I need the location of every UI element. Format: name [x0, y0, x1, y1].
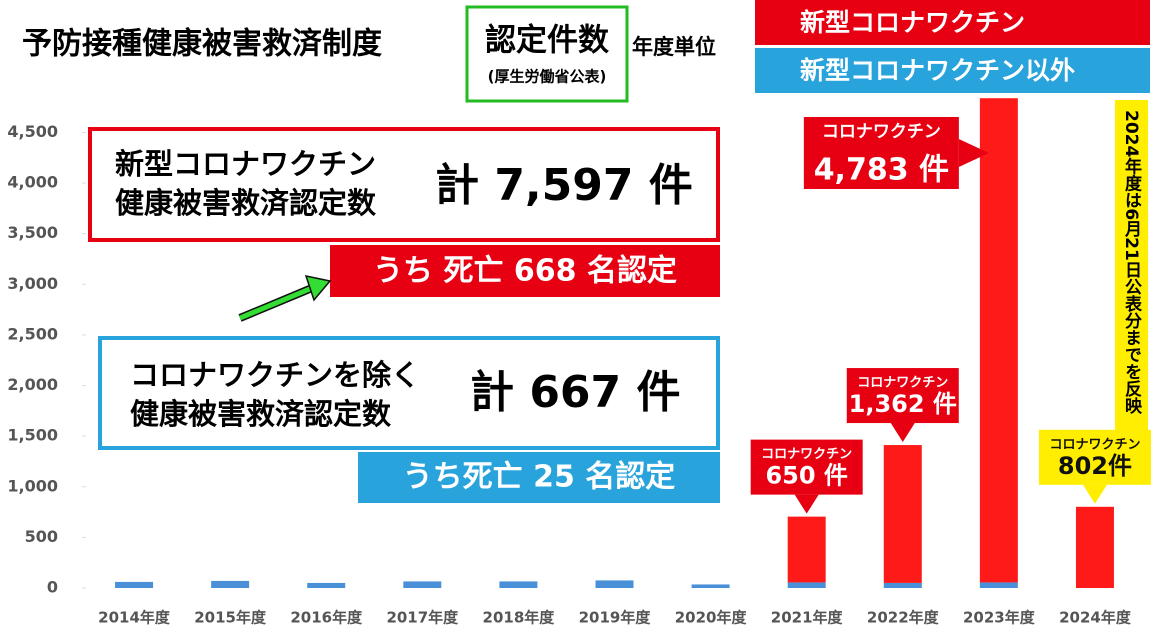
- callout-pointer: [958, 139, 989, 167]
- bar-segment: [403, 581, 442, 588]
- callout-pointer: [794, 494, 819, 514]
- bar-segment: [979, 582, 1018, 588]
- bar-segment: [787, 582, 826, 588]
- x-tick-label: 2014年度: [98, 609, 171, 627]
- bar-segment: [307, 582, 346, 588]
- callout-heading: コロナワクチン: [822, 122, 941, 142]
- callout-heading: コロナワクチン: [1049, 437, 1140, 452]
- bar-segment: [787, 516, 826, 583]
- x-tick-label: 2017年度: [386, 609, 459, 627]
- box-total: 計 667 件: [470, 367, 680, 418]
- deaths-box: [330, 245, 720, 297]
- x-tick-label: 2023年度: [963, 609, 1036, 627]
- callout-pointer: [1082, 484, 1107, 504]
- y-tick-label: 1,000: [7, 476, 58, 495]
- callout-heading: コロナワクチン: [761, 447, 852, 462]
- value-label: 4,783 件: [814, 153, 949, 188]
- other-box: [98, 336, 720, 450]
- y-tick-label: 4,500: [7, 122, 58, 141]
- note-box: [1115, 100, 1148, 448]
- bar-segment: [979, 98, 1018, 583]
- x-tick-label: 2020年度: [675, 609, 748, 627]
- chart-title: 予防接種健康被害救済制度: [22, 27, 382, 62]
- y-tick-label: 2,500: [7, 324, 58, 343]
- x-tick-label: 2019年度: [579, 609, 652, 627]
- y-tick-label: 4,000: [7, 173, 58, 192]
- source: (厚生労働省公表): [488, 68, 607, 86]
- box-line: コロナワクチンを除く: [130, 358, 420, 392]
- bar-segment: [499, 581, 538, 588]
- subtitle: 認定件数: [485, 23, 609, 59]
- y-tick-label: 3,500: [7, 223, 58, 242]
- callout-box: [803, 117, 959, 189]
- legend-swatch: [755, 48, 1150, 93]
- bar-segment: [883, 582, 922, 588]
- note: 2024年度は6月21日公表分までを反映: [1121, 110, 1143, 415]
- x-tick-label: 2015年度: [194, 609, 267, 627]
- legend-swatch: [755, 0, 1150, 45]
- bar-segment: [595, 580, 634, 588]
- callout-heading: コロナワクチン: [857, 376, 948, 391]
- covid-box: [88, 127, 720, 242]
- callout-box: [846, 368, 959, 424]
- box-line: 健康被害救済認定数: [130, 397, 392, 431]
- y-tick-label: 1,500: [7, 426, 58, 445]
- x-tick-label: 2021年度: [771, 609, 844, 627]
- bar-segment: [883, 445, 922, 583]
- bar-segment: [1075, 506, 1114, 588]
- bar-segment: [211, 580, 250, 588]
- arrow: [239, 285, 313, 321]
- value-label: 1,362 件: [849, 390, 957, 418]
- box-deaths: うち 死亡 668 名認定: [373, 254, 677, 289]
- callout-box: [750, 439, 863, 495]
- bar-segment: [691, 584, 730, 588]
- callout-box: [1038, 429, 1151, 485]
- y-tick-label: 500: [25, 527, 58, 546]
- y-tick-label: 0: [47, 578, 58, 597]
- y-tick-label: 3,000: [7, 274, 58, 293]
- box-total: 計 7,597 件: [435, 160, 693, 211]
- value-label: 802件: [1058, 452, 1132, 480]
- x-tick-label: 2022年度: [867, 609, 940, 627]
- box-line: 健康被害救済認定数: [115, 186, 377, 220]
- x-tick-label: 2024年度: [1059, 609, 1132, 627]
- y-tick-label: 2,000: [7, 375, 58, 394]
- title-box: [465, 5, 629, 103]
- box-line: 新型コロナワクチン: [115, 147, 376, 181]
- legend-label: 新型コロナワクチン: [800, 8, 1025, 37]
- unit-note: 年度単位: [632, 35, 716, 59]
- callout-pointer: [890, 423, 915, 443]
- box-deaths: うち死亡 25 名認定: [403, 460, 676, 495]
- x-tick-label: 2018年度: [483, 609, 556, 627]
- bar-segment: [115, 581, 154, 588]
- legend-label: 新型コロナワクチン以外: [800, 56, 1075, 85]
- x-tick-label: 2016年度: [290, 609, 363, 627]
- value-label: 650 件: [765, 462, 847, 490]
- arrow-head: [304, 274, 332, 302]
- deaths-box: [358, 452, 720, 503]
